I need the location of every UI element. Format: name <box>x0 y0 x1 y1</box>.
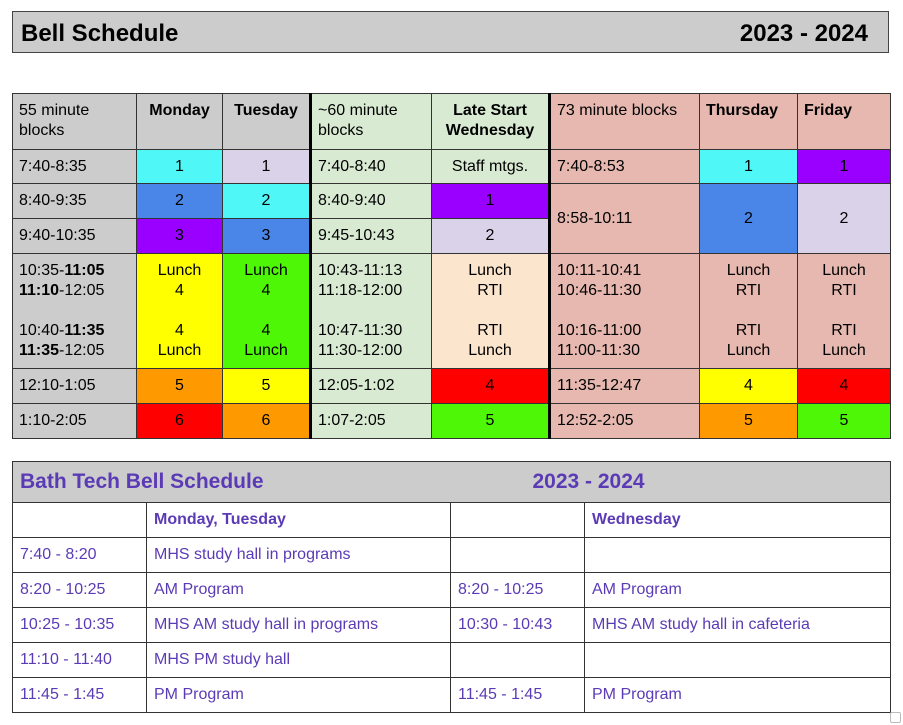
period-cell: Staff mtgs. <box>431 149 550 184</box>
period-cell: 1 <box>797 149 891 184</box>
period-cell: 4 <box>797 368 891 404</box>
period-cell: 5 <box>797 403 891 439</box>
period-cell: 1 <box>431 183 550 219</box>
activity-cell: PM Program <box>146 677 451 713</box>
lunch-cell: Lunch 4 4 Lunch <box>136 253 223 369</box>
time-cell: 11:10 - 11:40 <box>12 642 147 678</box>
time-cell-lunch: 10:43-11:13 11:18-12:00 10:47-11:30 11:3… <box>309 253 432 369</box>
time-cell: 7:40 - 8:20 <box>12 537 147 573</box>
time-cell: 7:40-8:53 <box>548 149 700 184</box>
activity-cell <box>583 642 892 678</box>
time-cell-lunch: 10:11-10:41 10:46-11:30 10:16-11:00 11:0… <box>548 253 700 369</box>
period-cell: 5 <box>699 403 798 439</box>
header-thursday: Thursday <box>699 93 798 150</box>
time-cell: 10:30 - 10:43 <box>450 607 585 643</box>
table-row: 8:20 - 10:25 AM Program 8:20 - 10:25 AM … <box>12 572 892 608</box>
time-cell-lunch: 10:35-11:05 11:10-12:05 10:40-11:35 11:3… <box>12 253 137 369</box>
empty-cell <box>12 502 147 538</box>
time-cell: 12:10-1:05 <box>12 368 137 404</box>
period-cell: 2 <box>431 218 550 254</box>
header-row: 55 minute blocks Monday Tuesday ~60 minu… <box>12 93 891 150</box>
bath-tech-title-row: Bath Tech Bell Schedule 2023 - 2024 <box>12 461 892 503</box>
activity-cell: MHS AM study hall in cafeteria <box>583 607 892 643</box>
period-cell: 2 <box>222 183 311 219</box>
period-cell: 2 <box>136 183 223 219</box>
period-cell: 4 <box>431 368 550 404</box>
time-cell: 12:52-2:05 <box>548 403 700 439</box>
table-row: 11:10 - 11:40 MHS PM study hall <box>12 642 892 678</box>
activity-cell: AM Program <box>583 572 892 608</box>
table-row: 8:40-9:35 2 2 8:40-9:40 1 8:58-10:11 2 2 <box>12 183 891 254</box>
table-row: 7:40-8:35 1 1 7:40-8:40 Staff mtgs. 7:40… <box>12 149 891 184</box>
period-cell: 2 <box>797 183 891 254</box>
time-cell: 1:07-2:05 <box>309 403 432 439</box>
time-cell: 8:40-9:35 <box>12 183 137 219</box>
bath-tech-title: Bath Tech Bell Schedule <box>12 461 451 503</box>
time-cell <box>450 642 585 678</box>
lunch-cell: Lunch RTI RTI Lunch <box>797 253 891 369</box>
period-cell: 1 <box>699 149 798 184</box>
time-cell: 8:20 - 10:25 <box>450 572 585 608</box>
header-monday: Monday <box>136 93 223 150</box>
col-wednesday: Wednesday <box>583 502 892 538</box>
activity-cell: MHS study hall in programs <box>146 537 451 573</box>
empty-cell <box>450 502 585 538</box>
time-cell: 1:10-2:05 <box>12 403 137 439</box>
period-cell: 3 <box>136 218 223 254</box>
time-cell: 7:40-8:35 <box>12 149 137 184</box>
time-cell: 8:20 - 10:25 <box>12 572 147 608</box>
period-cell: 1 <box>222 149 311 184</box>
table-row: 10:25 - 10:35 MHS AM study hall in progr… <box>12 607 892 643</box>
school-year: 2023 - 2024 <box>739 20 868 47</box>
lunch-cell: Lunch 4 4 Lunch <box>222 253 311 369</box>
header-60-blocks: ~60 minute blocks <box>309 93 432 150</box>
bell-schedule-table: 55 minute blocks Monday Tuesday ~60 minu… <box>12 93 891 439</box>
header-tuesday: Tuesday <box>222 93 311 150</box>
header-wednesday: Late Start Wednesday <box>431 93 550 150</box>
period-cell: 2 <box>699 183 798 254</box>
col-monday-tuesday: Monday, Tuesday <box>146 502 451 538</box>
title-bar: Bell Schedule 2023 - 2024 <box>12 11 889 53</box>
bath-tech-table: Bath Tech Bell Schedule 2023 - 2024 Mond… <box>12 461 892 713</box>
time-cell: 12:05-1:02 <box>309 368 432 404</box>
table-row: 12:10-1:05 5 5 12:05-1:02 4 11:35-12:47 … <box>12 368 891 404</box>
header-55-blocks: 55 minute blocks <box>12 93 137 150</box>
period-cell: 5 <box>431 403 550 439</box>
bath-tech-header-row: Monday, Tuesday Wednesday <box>12 502 892 538</box>
period-cell: 1 <box>136 149 223 184</box>
time-cell: 8:40-9:40 <box>309 183 432 219</box>
period-cell: 6 <box>222 403 311 439</box>
time-cell: 8:58-10:11 <box>548 183 700 254</box>
activity-cell <box>583 537 892 573</box>
time-cell: 9:45-10:43 <box>309 218 432 254</box>
time-cell: 9:40-10:35 <box>12 218 137 254</box>
activity-cell: AM Program <box>146 572 451 608</box>
table-row: 7:40 - 8:20 MHS study hall in programs <box>12 537 892 573</box>
lunch-cell: Lunch RTI RTI Lunch <box>699 253 798 369</box>
table-row: 11:45 - 1:45 PM Program 11:45 - 1:45 PM … <box>12 677 892 713</box>
period-cell: 5 <box>222 368 311 404</box>
period-cell: 3 <box>222 218 311 254</box>
time-cell: 11:35-12:47 <box>548 368 700 404</box>
period-cell: 4 <box>699 368 798 404</box>
time-cell: 11:45 - 1:45 <box>450 677 585 713</box>
page-title: Bell Schedule <box>21 20 179 47</box>
activity-cell: MHS AM study hall in programs <box>146 607 451 643</box>
activity-cell: MHS PM study hall <box>146 642 451 678</box>
header-73-blocks: 73 minute blocks <box>548 93 700 150</box>
period-cell: 6 <box>136 403 223 439</box>
table-row-lunch: 10:35-11:05 11:10-12:05 10:40-11:35 11:3… <box>12 253 891 369</box>
table-row: 9:40-10:35 3 3 9:45-10:43 2 <box>12 218 891 254</box>
period-cell: 5 <box>136 368 223 404</box>
header-friday: Friday <box>797 93 891 150</box>
time-cell: 10:25 - 10:35 <box>12 607 147 643</box>
activity-cell: PM Program <box>583 677 892 713</box>
bath-tech-year: 2023 - 2024 <box>450 461 892 503</box>
time-cell: 11:45 - 1:45 <box>12 677 147 713</box>
resize-handle-icon[interactable] <box>890 712 901 723</box>
lunch-cell: Lunch RTI RTI Lunch <box>431 253 550 369</box>
time-cell <box>450 537 585 573</box>
time-cell: 7:40-8:40 <box>309 149 432 184</box>
table-row: 1:10-2:05 6 6 1:07-2:05 5 12:52-2:05 5 5 <box>12 403 891 439</box>
